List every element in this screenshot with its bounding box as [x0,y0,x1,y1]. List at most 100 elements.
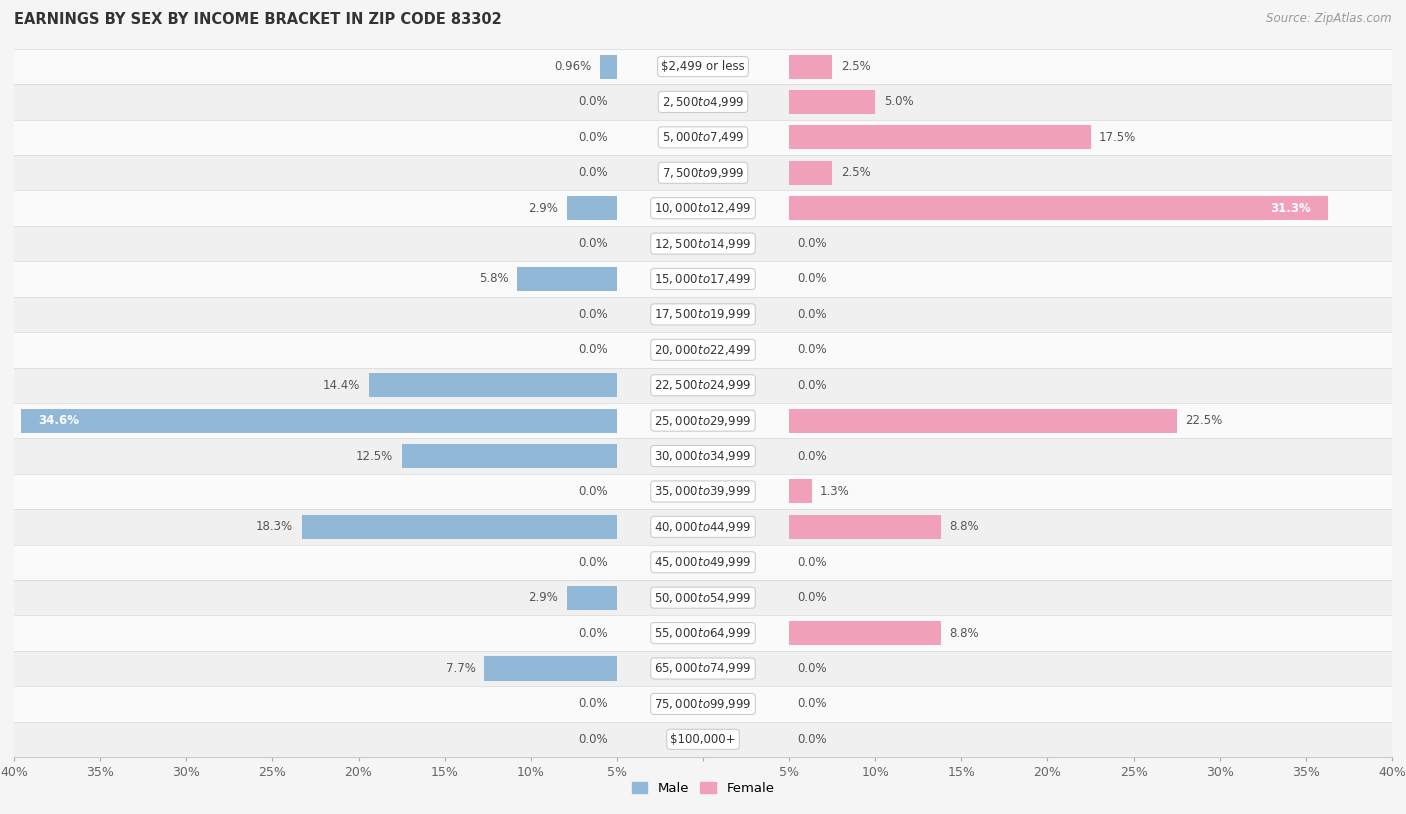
Text: $5,000 to $7,499: $5,000 to $7,499 [662,130,744,144]
Bar [14,615,1392,650]
Bar [14,721,1392,757]
Text: $7,500 to $9,999: $7,500 to $9,999 [662,166,744,180]
Text: 22.5%: 22.5% [1185,414,1222,427]
Text: $25,000 to $29,999: $25,000 to $29,999 [654,414,752,427]
Text: 8.8%: 8.8% [949,520,979,533]
Bar [14,545,1392,580]
Text: 31.3%: 31.3% [1270,202,1310,215]
Text: 2.5%: 2.5% [841,60,870,73]
Bar [789,409,1177,433]
Text: $20,000 to $22,499: $20,000 to $22,499 [654,343,752,357]
Bar [368,373,617,397]
Text: $30,000 to $34,999: $30,000 to $34,999 [654,449,752,463]
Text: 0.0%: 0.0% [579,237,609,250]
Bar [517,267,617,291]
Bar [14,225,1392,261]
Text: 0.0%: 0.0% [579,95,609,108]
Bar [14,49,1392,84]
Bar [302,514,617,539]
Bar [14,580,1392,615]
Text: 2.9%: 2.9% [529,591,558,604]
Bar [14,650,1392,686]
Bar [14,84,1392,120]
Text: 0.0%: 0.0% [579,344,609,357]
Bar [14,438,1392,474]
Text: 0.0%: 0.0% [797,344,827,357]
Text: 18.3%: 18.3% [256,520,292,533]
Text: $12,500 to $14,999: $12,500 to $14,999 [654,237,752,251]
Text: 5.0%: 5.0% [884,95,914,108]
Text: 0.0%: 0.0% [797,273,827,286]
Text: $65,000 to $74,999: $65,000 to $74,999 [654,662,752,676]
Text: 0.0%: 0.0% [579,308,609,321]
Bar [14,155,1392,190]
Text: $40,000 to $44,999: $40,000 to $44,999 [654,520,752,534]
Bar [14,296,1392,332]
Text: $35,000 to $39,999: $35,000 to $39,999 [654,484,752,498]
Text: $15,000 to $17,499: $15,000 to $17,499 [654,272,752,286]
Bar [789,160,832,185]
Bar [21,409,617,433]
Text: $100,000+: $100,000+ [671,733,735,746]
Bar [789,514,941,539]
Bar [14,120,1392,155]
Bar [789,196,1329,221]
Text: $55,000 to $64,999: $55,000 to $64,999 [654,626,752,640]
Text: 0.0%: 0.0% [797,662,827,675]
Text: 0.96%: 0.96% [554,60,592,73]
Text: 0.0%: 0.0% [579,627,609,640]
Text: 0.0%: 0.0% [797,308,827,321]
Bar [402,444,617,468]
Text: $2,500 to $4,999: $2,500 to $4,999 [662,95,744,109]
Text: 0.0%: 0.0% [579,485,609,498]
Bar [14,474,1392,510]
Text: $75,000 to $99,999: $75,000 to $99,999 [654,697,752,711]
Text: 0.0%: 0.0% [797,733,827,746]
Text: $50,000 to $54,999: $50,000 to $54,999 [654,591,752,605]
Bar [14,686,1392,721]
Text: Source: ZipAtlas.com: Source: ZipAtlas.com [1267,12,1392,25]
Text: 0.0%: 0.0% [797,591,827,604]
Text: 8.8%: 8.8% [949,627,979,640]
Text: 14.4%: 14.4% [323,379,360,392]
Bar [789,90,876,114]
Bar [789,55,832,79]
Text: $10,000 to $12,499: $10,000 to $12,499 [654,201,752,215]
Text: 0.0%: 0.0% [579,166,609,179]
Bar [14,403,1392,438]
Text: 0.0%: 0.0% [579,698,609,711]
Bar [789,621,941,646]
Bar [14,261,1392,296]
Text: $17,500 to $19,999: $17,500 to $19,999 [654,308,752,322]
Bar [600,55,617,79]
Text: 1.3%: 1.3% [820,485,849,498]
Bar [567,585,617,610]
Text: 2.9%: 2.9% [529,202,558,215]
Bar [567,196,617,221]
Text: 0.0%: 0.0% [797,449,827,462]
Text: 17.5%: 17.5% [1099,131,1136,144]
Bar [14,368,1392,403]
Bar [14,510,1392,545]
Text: 0.0%: 0.0% [797,556,827,569]
Bar [789,479,811,504]
Text: $22,500 to $24,999: $22,500 to $24,999 [654,379,752,392]
Bar [484,656,617,681]
Bar [14,332,1392,368]
Text: 0.0%: 0.0% [579,131,609,144]
Text: 5.8%: 5.8% [479,273,509,286]
Text: 0.0%: 0.0% [579,733,609,746]
Text: 12.5%: 12.5% [356,449,392,462]
Text: 0.0%: 0.0% [797,379,827,392]
Bar [14,190,1392,225]
Legend: Male, Female: Male, Female [626,777,780,800]
Text: 7.7%: 7.7% [446,662,475,675]
Text: $2,499 or less: $2,499 or less [661,60,745,73]
Text: 2.5%: 2.5% [841,166,870,179]
Bar [789,125,1091,150]
Text: $45,000 to $49,999: $45,000 to $49,999 [654,555,752,569]
Text: 0.0%: 0.0% [797,237,827,250]
Text: 0.0%: 0.0% [797,698,827,711]
Text: 0.0%: 0.0% [579,556,609,569]
Text: 34.6%: 34.6% [38,414,79,427]
